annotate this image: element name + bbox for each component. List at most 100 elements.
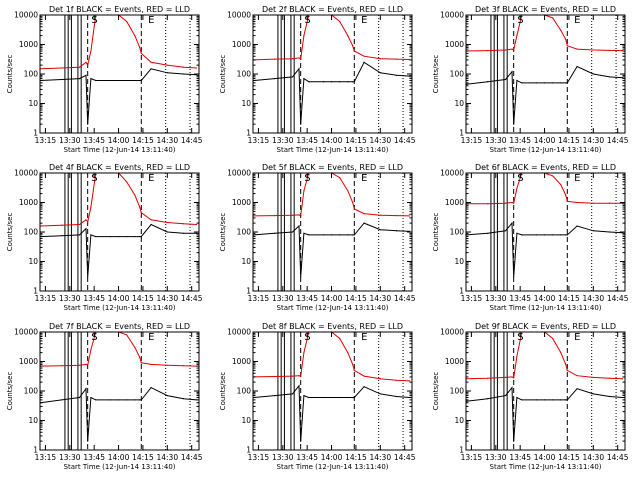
y-axis-title: Counts/sec — [219, 213, 227, 252]
series-point — [134, 399, 136, 401]
series-point — [298, 375, 300, 377]
series-point — [166, 364, 168, 366]
series-point — [592, 393, 594, 395]
x-tick-label: 14:15 — [345, 136, 367, 145]
series-point — [487, 81, 489, 83]
series-point — [330, 234, 333, 236]
y-tick-label: 1000 — [232, 40, 251, 49]
series-point — [150, 61, 152, 63]
series-point — [521, 234, 523, 236]
series-point — [90, 396, 92, 399]
plot-frame — [39, 172, 200, 292]
lld-series-line — [466, 14, 623, 52]
x-tick-label: 13:15 — [461, 453, 483, 462]
series-point — [87, 64, 89, 66]
flag-glyph-e: E — [574, 173, 580, 184]
x-tick-label: 14:15 — [132, 136, 154, 145]
plot-frame — [39, 14, 200, 134]
series-point — [566, 234, 568, 236]
series-point — [78, 66, 81, 68]
lld-series-line — [40, 331, 197, 367]
series-point — [560, 82, 562, 84]
x-tick-label: 13:30 — [272, 136, 294, 145]
series-point — [330, 81, 333, 83]
x-tick-label: 13:15 — [461, 294, 483, 303]
x-tick-label: 13:45 — [296, 294, 318, 303]
series-point — [566, 82, 568, 84]
series-point — [134, 79, 136, 82]
y-tick-label: 10 — [28, 416, 38, 425]
series-point — [90, 206, 92, 208]
series-point — [117, 399, 120, 401]
x-tick-label: 13:30 — [59, 294, 81, 303]
series-point — [139, 206, 141, 208]
series-point — [608, 49, 611, 52]
panel-title: Det 4f BLACK = Events, RED = LLD — [49, 163, 190, 172]
series-point — [87, 440, 89, 442]
series-point — [78, 234, 81, 236]
series-point — [504, 394, 507, 397]
series-point — [61, 67, 63, 69]
series-point — [608, 231, 611, 233]
x-tick-label: 13:30 — [485, 136, 507, 145]
lld-series-line — [40, 172, 197, 227]
plot-frame — [465, 14, 626, 134]
series-point — [552, 399, 554, 401]
series-point — [352, 45, 354, 47]
series-point — [61, 365, 63, 367]
x-tick-label: 13:15 — [248, 136, 270, 145]
flag-glyph-e: E — [148, 15, 154, 26]
y-tick-label: 100 — [24, 387, 39, 396]
series-point — [516, 232, 518, 234]
x-tick-label: 14:45 — [394, 136, 416, 145]
series-point — [353, 208, 355, 210]
series-point — [87, 364, 89, 366]
events-series-line — [40, 386, 197, 442]
x-tick-label: 14:00 — [108, 136, 130, 145]
series-point — [134, 194, 136, 196]
series-point — [139, 235, 141, 238]
y-tick-label: 1 — [459, 446, 464, 455]
plot-frame — [39, 331, 200, 451]
series-point — [565, 234, 567, 236]
series-point — [303, 394, 305, 397]
flag-glyph-e: E — [148, 332, 154, 343]
series-point — [513, 202, 515, 204]
detector-panel-2: S E 13:15 13:30 13:45 14:00 14:15 14:30 14:45 1 10… — [219, 5, 416, 154]
series-point — [576, 375, 578, 377]
series-point — [308, 234, 310, 236]
panel-title: Det 6f BLACK = Events, RED = LLD — [475, 163, 616, 172]
events-series-line — [253, 222, 410, 277]
y-tick-label: 1 — [459, 129, 464, 138]
series-point — [182, 66, 185, 68]
series-point — [511, 201, 513, 204]
x-tick-label: 14:45 — [394, 294, 416, 303]
series-point — [87, 276, 89, 278]
series-point — [487, 377, 489, 379]
series-point — [516, 396, 518, 399]
series-point — [95, 79, 97, 82]
flag-glyph-e: E — [361, 332, 367, 343]
series-point — [166, 231, 168, 233]
series-point — [303, 232, 305, 234]
series-point — [298, 214, 300, 216]
series-point — [298, 385, 300, 387]
x-tick-label: 13:45 — [296, 136, 318, 145]
y-axis-title: Counts/sec — [432, 372, 440, 411]
series-point — [339, 176, 341, 179]
x-tick-label: 14:15 — [132, 453, 154, 462]
panel-title: Det 2f BLACK = Events, RED = LLD — [262, 5, 403, 14]
series-point — [363, 61, 365, 63]
series-point — [395, 74, 398, 76]
series-point — [298, 225, 300, 227]
detector-panel-6: S E 13:15 13:30 13:45 14:00 14:15 14:30 14:45 1 10… — [432, 163, 629, 312]
y-tick-label: 10 — [28, 257, 38, 266]
series-point — [134, 35, 136, 37]
series-point — [308, 396, 310, 399]
y-tick-label: 10 — [241, 416, 251, 425]
series-point — [78, 396, 81, 399]
y-tick-label: 10000 — [14, 11, 38, 20]
flag-glyph-s: S — [91, 332, 97, 343]
series-point — [511, 376, 513, 378]
